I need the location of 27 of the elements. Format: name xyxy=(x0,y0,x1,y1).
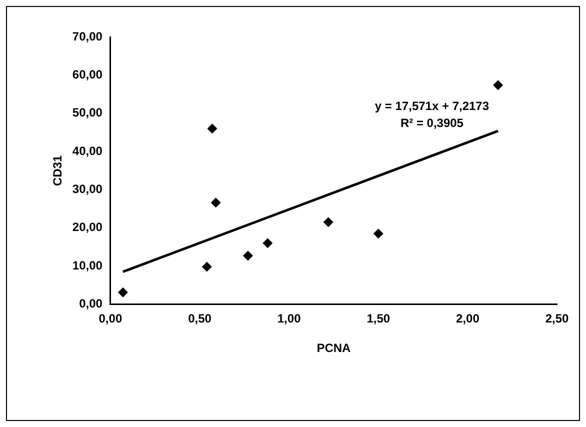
y-tick-label: 10,00 xyxy=(72,258,103,272)
point xyxy=(262,238,273,248)
annotation: R² = 0,3905 xyxy=(400,116,464,130)
point xyxy=(207,124,218,134)
y-tick-label: 40,00 xyxy=(72,144,103,158)
y-tick-label: 20,00 xyxy=(72,220,103,234)
x-tick-label: 2,50 xyxy=(545,312,569,326)
y-tick-label: 0,00 xyxy=(79,296,103,311)
x-tick-label: 1,00 xyxy=(277,312,302,326)
y-tick-label: 30,00 xyxy=(72,182,103,196)
point xyxy=(242,250,253,261)
x-tick-label: 0,50 xyxy=(188,312,212,326)
y-tick-label: 70,00 xyxy=(72,29,103,44)
x-tick-label: 0,00 xyxy=(98,312,122,326)
y-tick-label: 50,00 xyxy=(72,106,103,120)
point xyxy=(118,287,128,298)
point xyxy=(373,228,384,239)
x-axis-title: PCNA xyxy=(316,341,352,356)
point xyxy=(493,80,504,90)
y-axis-title: CD31 xyxy=(50,154,65,186)
point xyxy=(202,262,212,272)
annotation: y = 17,571x + 7,2173 xyxy=(374,98,490,113)
y-tick-label: 60,00 xyxy=(72,67,103,82)
point xyxy=(210,198,221,208)
x-tick-label: 1,50 xyxy=(366,312,390,326)
point xyxy=(323,217,334,228)
x-tick-label: 2,00 xyxy=(456,312,480,326)
